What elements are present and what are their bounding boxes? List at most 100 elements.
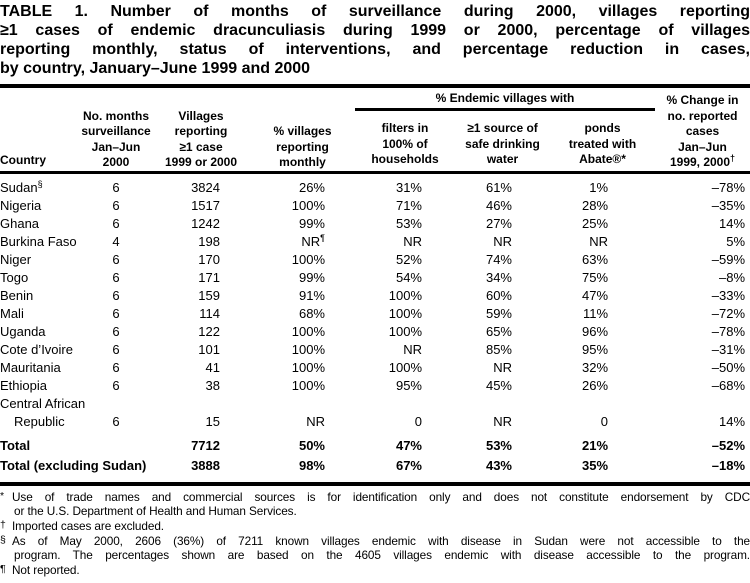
change-cell: –59%: [711, 251, 746, 267]
footnote-text: Use of trade names and commercial source…: [12, 489, 750, 504]
spanner-label: % Endemic villages with: [435, 91, 575, 106]
country-cell: Total: [0, 437, 31, 453]
country-name: Sudan: [0, 179, 38, 195]
change-cell: –78%: [711, 179, 746, 195]
header-line: Villages: [178, 108, 224, 123]
table-row-cote-divoire: Cote d’Ivoire 6 101 100% NR 85% 95% –31%: [0, 341, 750, 359]
monthly-value: NR: [301, 233, 321, 249]
column-header-filters: filters in 100% of households: [355, 109, 455, 172]
filters-cell: 53%: [395, 215, 422, 231]
country-cell: Total (excluding Sudan): [0, 457, 147, 473]
header-line: reporting: [276, 139, 329, 154]
change-cell: 14%: [718, 215, 746, 231]
monthly-cell: NR¶: [250, 233, 355, 251]
column-header-months: No. months surveillance Jan–Jun 2000: [80, 86, 152, 172]
villages-cell: [152, 395, 250, 413]
months-cell: 6: [112, 287, 120, 303]
table-row-central-african: Central African: [0, 395, 750, 413]
spanner-header-endemic-villages: % Endemic villages with: [355, 86, 656, 111]
villages-cell: 170: [198, 251, 220, 267]
title-line: reporting monthly, status of interventio…: [0, 41, 750, 58]
villages-cell: 1517: [191, 197, 220, 213]
header-line: 1999 or 2000: [164, 155, 238, 169]
column-header-country: Country: [0, 153, 46, 167]
dagger-footnote-marker: †: [730, 153, 736, 163]
header-line: reporting: [174, 124, 228, 138]
table-header: Country No. months surveillance Jan–Jun …: [0, 86, 750, 172]
change-cell: 14%: [718, 413, 746, 429]
water-cell: 34%: [485, 269, 512, 285]
months-cell: 6: [112, 251, 120, 267]
ponds-cell: 35%: [581, 457, 609, 473]
footnote-text: Imported cases are excluded.: [12, 518, 164, 533]
monthly-cell: 100%: [291, 341, 325, 357]
change-cell: –68%: [711, 377, 746, 393]
filters-cell: 100%: [388, 305, 422, 321]
months-cell: 6: [112, 215, 120, 231]
asterisk-footnote-symbol: *: [0, 489, 4, 502]
table-row-sudan: Sudan§ 6 3824 26% 31% 61% 1% –78%: [0, 172, 750, 197]
monthly-cell: 98%: [298, 457, 325, 473]
change-cell: –78%: [711, 323, 746, 339]
change-cell: –50%: [711, 359, 746, 375]
column-header-monthly: % villages reporting monthly: [250, 86, 355, 172]
header-line: households: [371, 152, 439, 166]
country-cell: Sudan§: [0, 172, 80, 197]
header-line: ≥1 case: [179, 139, 223, 154]
water-cell: 43%: [485, 457, 512, 473]
filters-cell: [355, 395, 455, 413]
villages-cell: 101: [198, 341, 220, 357]
country-cell: Niger: [0, 251, 32, 267]
country-cell: Ghana: [0, 215, 40, 231]
months-cell: [80, 395, 152, 413]
table-row-burkina-faso: Burkina Faso 4 198 NR¶ NR NR NR 5%: [0, 233, 750, 251]
villages-cell: 41: [205, 359, 220, 375]
footnote-trade-names: * Use of trade names and commercial sourc…: [0, 489, 750, 518]
country-cell: Burkina Faso: [0, 233, 77, 249]
table-row-togo: Togo 6 171 99% 54% 34% 75% –8%: [0, 269, 750, 287]
table-row-ethiopia: Ethiopia 6 38 100% 95% 45% 26% –68%: [0, 377, 750, 395]
filters-cell: 52%: [395, 251, 422, 267]
table-title: TABLE 1. Number of months of surveillanc…: [0, 0, 750, 78]
villages-cell: 38: [205, 377, 220, 393]
months-cell: 4: [112, 233, 120, 249]
footnote-line: ¶ Not reported.: [0, 562, 750, 577]
villages-cell: 3888: [191, 457, 220, 473]
country-cell: Central African: [0, 395, 86, 411]
header-line: surveillance: [81, 124, 151, 138]
header-row-top: Country No. months surveillance Jan–Jun …: [0, 86, 750, 169]
change-cell: –18%: [711, 457, 746, 473]
footnote-text: As of May 2000, 2606 (36%) of 7211 known…: [12, 533, 750, 548]
country-cell: Togo: [0, 269, 29, 285]
months-cell: 6: [112, 197, 120, 213]
filters-cell: 54%: [395, 269, 422, 285]
change-cell: –72%: [711, 305, 746, 321]
villages-cell: 198: [198, 233, 220, 249]
filters-cell: 0: [414, 413, 422, 429]
footnote-imported-cases: † Imported cases are excluded.: [0, 518, 750, 533]
table-row-benin: Benin 6 159 91% 100% 60% 47% –33%: [0, 287, 750, 305]
header-line: Abate®*: [579, 152, 626, 166]
ponds-cell: 28%: [581, 197, 609, 213]
ponds-cell: 1%: [589, 179, 609, 195]
ponds-cell: 0: [600, 413, 609, 429]
filters-cell: 95%: [395, 377, 422, 393]
months-cell: 6: [112, 359, 120, 375]
filters-cell: 100%: [388, 323, 422, 339]
filters-cell: NR: [403, 233, 422, 249]
water-cell: 60%: [485, 287, 512, 303]
footnote-line: program. The percentages shown are based…: [14, 547, 750, 562]
country-cell: Nigeria: [0, 197, 42, 213]
villages-cell: 3824: [191, 179, 220, 195]
column-header-safe-water: ≥1 source of safe drinking water: [455, 109, 550, 172]
monthly-cell: 99%: [298, 215, 325, 231]
header-line: 1999, 2000†: [655, 153, 750, 171]
section-footnote-symbol: §: [0, 533, 6, 546]
change-cell: –8%: [718, 269, 746, 285]
table-row-niger: Niger 6 170 100% 52% 74% 63% –59%: [0, 251, 750, 269]
header-line: water: [486, 152, 519, 166]
filters-cell: 100%: [388, 287, 422, 303]
ponds-cell: 11%: [582, 305, 609, 321]
header-line: treated with: [568, 136, 637, 151]
monthly-cell: 100%: [291, 323, 325, 339]
